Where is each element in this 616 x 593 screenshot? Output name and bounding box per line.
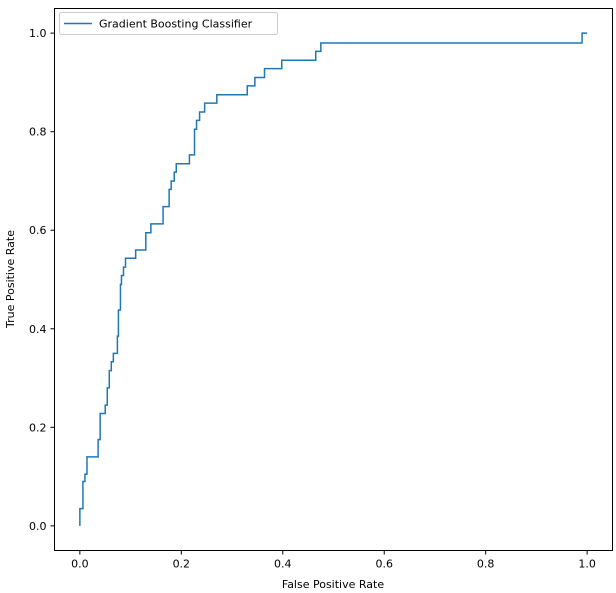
- x-tick-label: 1.0: [578, 558, 596, 571]
- series-layer: [79, 32, 588, 526]
- x-tick-label: 0.0: [71, 558, 89, 571]
- y-tick-label: 0.6: [29, 224, 47, 237]
- plot-frame: [54, 8, 613, 551]
- series-line-0: [79, 32, 588, 526]
- x-tick-label: 0.2: [173, 558, 191, 571]
- x-tick-label: 0.4: [274, 558, 292, 571]
- legend-label: Gradient Boosting Classifier: [99, 18, 253, 31]
- x-axis: 0.0 0.2 0.4 0.6 0.8 1.0: [71, 550, 596, 571]
- y-tick-label: 0.2: [29, 421, 47, 434]
- y-tick-label: 0.0: [29, 520, 47, 533]
- y-axis: 0.0 0.2 0.4 0.6 0.8 1.0: [29, 27, 55, 533]
- y-tick-label: 0.4: [29, 323, 47, 336]
- legend-frame: [59, 12, 278, 35]
- y-tick-label: 1.0: [29, 27, 47, 40]
- x-tick-label: 0.6: [375, 558, 393, 571]
- plot-area: [54, 8, 613, 551]
- y-tick-label: 0.8: [29, 126, 47, 139]
- legend: Gradient Boosting Classifier: [59, 12, 278, 35]
- x-axis-title: False Positive Rate: [282, 578, 384, 591]
- x-tick-label: 0.8: [477, 558, 495, 571]
- y-axis-title: True Positive Rate: [4, 230, 17, 329]
